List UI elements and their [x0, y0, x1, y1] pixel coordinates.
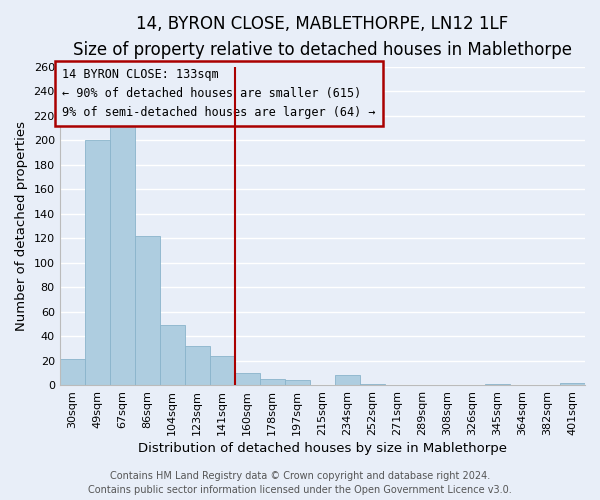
Text: 14 BYRON CLOSE: 133sqm
← 90% of detached houses are smaller (615)
9% of semi-det: 14 BYRON CLOSE: 133sqm ← 90% of detached… — [62, 68, 376, 119]
Bar — [185, 346, 210, 385]
X-axis label: Distribution of detached houses by size in Mablethorpe: Distribution of detached houses by size … — [138, 442, 507, 455]
Bar — [485, 384, 510, 385]
Bar — [110, 124, 135, 385]
Bar — [210, 356, 235, 385]
Bar — [135, 236, 160, 385]
Bar — [285, 380, 310, 385]
Bar — [59, 360, 85, 385]
Bar — [360, 384, 385, 385]
Bar — [260, 379, 285, 385]
Bar — [160, 325, 185, 385]
Bar — [85, 140, 110, 385]
Y-axis label: Number of detached properties: Number of detached properties — [15, 121, 28, 331]
Bar — [235, 373, 260, 385]
Text: Contains HM Land Registry data © Crown copyright and database right 2024.
Contai: Contains HM Land Registry data © Crown c… — [88, 471, 512, 495]
Bar — [335, 376, 360, 385]
Title: 14, BYRON CLOSE, MABLETHORPE, LN12 1LF
Size of property relative to detached hou: 14, BYRON CLOSE, MABLETHORPE, LN12 1LF S… — [73, 15, 572, 60]
Bar — [560, 382, 585, 385]
